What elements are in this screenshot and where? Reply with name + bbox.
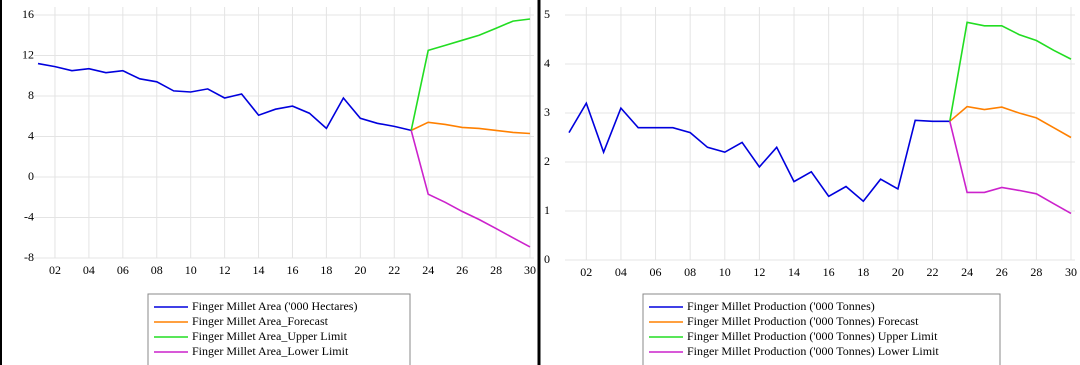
x-tick-label: 06 [650, 265, 662, 279]
x-tick-label: 24 [961, 265, 973, 279]
x-tick-label: 08 [684, 265, 696, 279]
y-tick-label: 12 [22, 47, 34, 61]
legend-label: Finger Millet Production ('000 Tonnes) L… [687, 344, 939, 358]
x-tick-label: 30 [524, 263, 536, 277]
legend-label: Finger Millet Production ('000 Tonnes) F… [687, 314, 919, 328]
x-tick-label: 12 [753, 265, 765, 279]
x-tick-label: 16 [823, 265, 835, 279]
y-tick-label: 16 [22, 7, 34, 21]
series-line [568, 101, 950, 203]
x-tick-label: 18 [320, 263, 332, 277]
x-tick-label: 06 [117, 263, 129, 277]
x-tick-label: 04 [83, 263, 95, 277]
x-tick-label: 22 [927, 265, 939, 279]
legend-label: Finger Millet Production ('000 Tonnes) [687, 299, 875, 313]
x-tick-label: 28 [1030, 265, 1042, 279]
y-tick-label: 4 [28, 128, 34, 142]
y-tick-label: 1 [544, 203, 550, 217]
y-tick-label: -4 [24, 209, 34, 223]
x-tick-label: 20 [354, 263, 366, 277]
series-line [410, 130, 531, 248]
y-tick-label: 8 [28, 88, 34, 102]
legend-label: Finger Millet Area_Upper Limit [192, 329, 348, 343]
x-tick-label: 18 [857, 265, 869, 279]
x-tick-label: 30 [1065, 265, 1077, 279]
x-tick-label: 08 [151, 263, 163, 277]
series-line [410, 121, 531, 135]
x-tick-label: 02 [580, 265, 592, 279]
series-line [37, 62, 412, 132]
series-line [949, 121, 1072, 215]
series-line [949, 105, 1072, 139]
x-tick-label: 10 [185, 263, 197, 277]
legend-label: Finger Millet Area_Lower Limit [192, 344, 349, 358]
series-line [949, 21, 1072, 122]
legend-label: Finger Millet Area_Forecast [192, 314, 329, 328]
x-tick-label: 26 [456, 263, 468, 277]
y-tick-label: 2 [544, 154, 550, 168]
x-tick-label: 14 [253, 263, 265, 277]
y-tick-label: 4 [544, 56, 550, 70]
x-tick-label: 12 [219, 263, 231, 277]
legend-box [147, 293, 411, 365]
series-line [410, 18, 531, 131]
y-tick-label: 0 [544, 252, 550, 266]
x-tick-label: 26 [996, 265, 1008, 279]
x-tick-label: 10 [719, 265, 731, 279]
legend-label: Finger Millet Area ('000 Hectares) [192, 299, 357, 313]
y-tick-label: 3 [544, 105, 550, 119]
x-tick-label: 24 [422, 263, 434, 277]
x-tick-label: 28 [490, 263, 502, 277]
y-tick-label: 5 [544, 7, 550, 21]
legend-label: Finger Millet Production ('000 Tonnes) U… [687, 329, 938, 343]
x-tick-label: 14 [788, 265, 800, 279]
x-tick-label: 16 [286, 263, 298, 277]
x-tick-label: 22 [388, 263, 400, 277]
y-tick-label: 0 [28, 169, 34, 183]
y-tick-label: -8 [24, 250, 34, 264]
legend-box [642, 293, 1001, 365]
x-tick-label: 04 [615, 265, 627, 279]
x-tick-label: 20 [892, 265, 904, 279]
x-tick-label: 02 [49, 263, 61, 277]
